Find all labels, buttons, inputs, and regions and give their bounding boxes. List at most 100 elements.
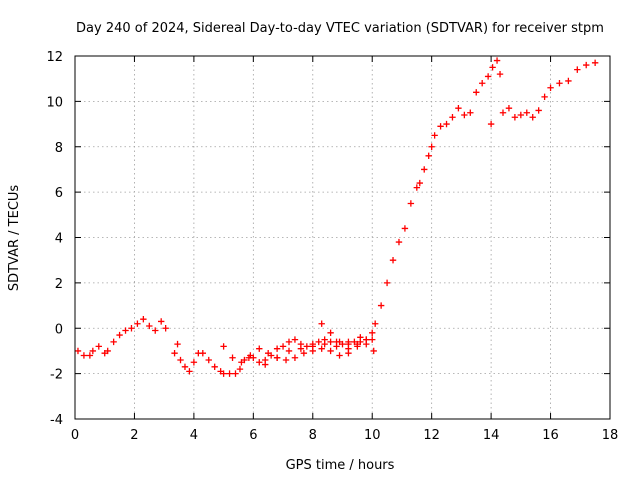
- data-point: [449, 114, 456, 121]
- data-point: [336, 352, 343, 359]
- data-point: [461, 111, 468, 119]
- data-point: [478, 80, 486, 87]
- data-point: [496, 70, 504, 78]
- chart-title: Day 240 of 2024, Sidereal Day-to-day VTE…: [76, 21, 604, 36]
- data-point: [171, 350, 178, 357]
- data-point: [370, 347, 377, 355]
- data-point: [199, 350, 207, 357]
- x-tick-label: 14: [483, 428, 500, 443]
- data-point: [574, 66, 581, 73]
- data-point: [455, 104, 462, 112]
- data-point: [541, 93, 548, 101]
- y-tick-label: -4: [50, 413, 63, 428]
- data-point: [157, 318, 165, 325]
- data-point: [425, 152, 432, 160]
- data-point: [110, 338, 117, 346]
- data-point: [220, 370, 227, 377]
- data-point: [315, 338, 322, 346]
- data-point: [273, 345, 281, 352]
- data-point: [523, 109, 530, 116]
- data-point: [86, 352, 94, 359]
- data-point: [291, 354, 299, 361]
- y-tick-label: -2: [50, 368, 63, 383]
- data-point: [421, 166, 428, 173]
- x-tick-label: 0: [71, 428, 79, 443]
- data-point: [226, 370, 233, 377]
- data-point: [140, 315, 147, 323]
- data-point: [318, 345, 325, 352]
- data-point: [128, 325, 135, 332]
- y-axis-label: SDTVAR / TECUs: [7, 185, 22, 292]
- plot-frame: [74, 55, 611, 420]
- data-point: [297, 345, 305, 352]
- data-point: [389, 256, 397, 264]
- data-point: [285, 347, 293, 355]
- y-tick-label: 10: [46, 95, 63, 110]
- data-point: [583, 61, 590, 69]
- data-point: [413, 184, 421, 191]
- data-point: [95, 343, 102, 350]
- axis-ticks: 0 2 4 6 8 10 12 14 16 18 -4 -2 0 2 4 6 8 10 12: [46, 50, 618, 443]
- data-point: [256, 359, 263, 366]
- data-point: [591, 59, 599, 67]
- data-point: [122, 327, 129, 334]
- data-point: [89, 347, 97, 355]
- data-point: [487, 120, 495, 128]
- data-point: [336, 338, 343, 346]
- data-point: [363, 336, 370, 343]
- data-point: [529, 114, 536, 121]
- data-point: [467, 109, 474, 116]
- data-point: [517, 111, 525, 119]
- data-point: [499, 109, 507, 116]
- data-point: [181, 363, 189, 371]
- x-tick-label: 6: [249, 428, 257, 443]
- y-tick-label: 8: [55, 141, 63, 156]
- data-point: [177, 356, 184, 364]
- data-point: [264, 350, 272, 357]
- data-point: [321, 340, 328, 348]
- data-point: [236, 365, 244, 373]
- data-point: [473, 89, 480, 96]
- data-point: [74, 347, 82, 355]
- data-point: [232, 370, 239, 377]
- data-point: [327, 338, 334, 346]
- data-point: [354, 343, 361, 350]
- data-point: [238, 359, 245, 366]
- data-point: [303, 343, 311, 350]
- data-point: [247, 352, 254, 359]
- x-tick-label: 18: [602, 428, 619, 443]
- data-point: [327, 329, 334, 336]
- x-tick-label: 12: [423, 428, 440, 443]
- data-point: [291, 336, 299, 343]
- data-point: [104, 347, 111, 355]
- x-axis-label: GPS time / hours: [286, 458, 395, 473]
- data-point: [401, 225, 409, 232]
- data-point: [547, 84, 554, 91]
- data-point: [505, 104, 513, 112]
- data-point: [535, 107, 542, 114]
- data-point: [162, 325, 169, 332]
- data-point: [565, 77, 572, 85]
- data-point: [407, 200, 415, 207]
- data-point: [229, 354, 236, 361]
- data-point: [511, 114, 519, 121]
- x-tick-label: 8: [309, 428, 317, 443]
- data-point: [152, 327, 159, 334]
- grid: [75, 56, 610, 419]
- data-point: [443, 120, 450, 128]
- data-point: [116, 331, 123, 339]
- data-point: [256, 345, 263, 352]
- data-point: [273, 354, 281, 361]
- data-point: [285, 338, 293, 346]
- y-tick-label: 2: [55, 277, 63, 292]
- data-point: [493, 57, 501, 64]
- data-point: [484, 73, 492, 80]
- data-point: [357, 338, 364, 346]
- data-point: [318, 320, 325, 327]
- data-point: [556, 80, 563, 87]
- x-tick-label: 2: [130, 428, 138, 443]
- data-point: [211, 363, 218, 371]
- x-tick-label: 10: [364, 428, 381, 443]
- data-point: [146, 322, 153, 330]
